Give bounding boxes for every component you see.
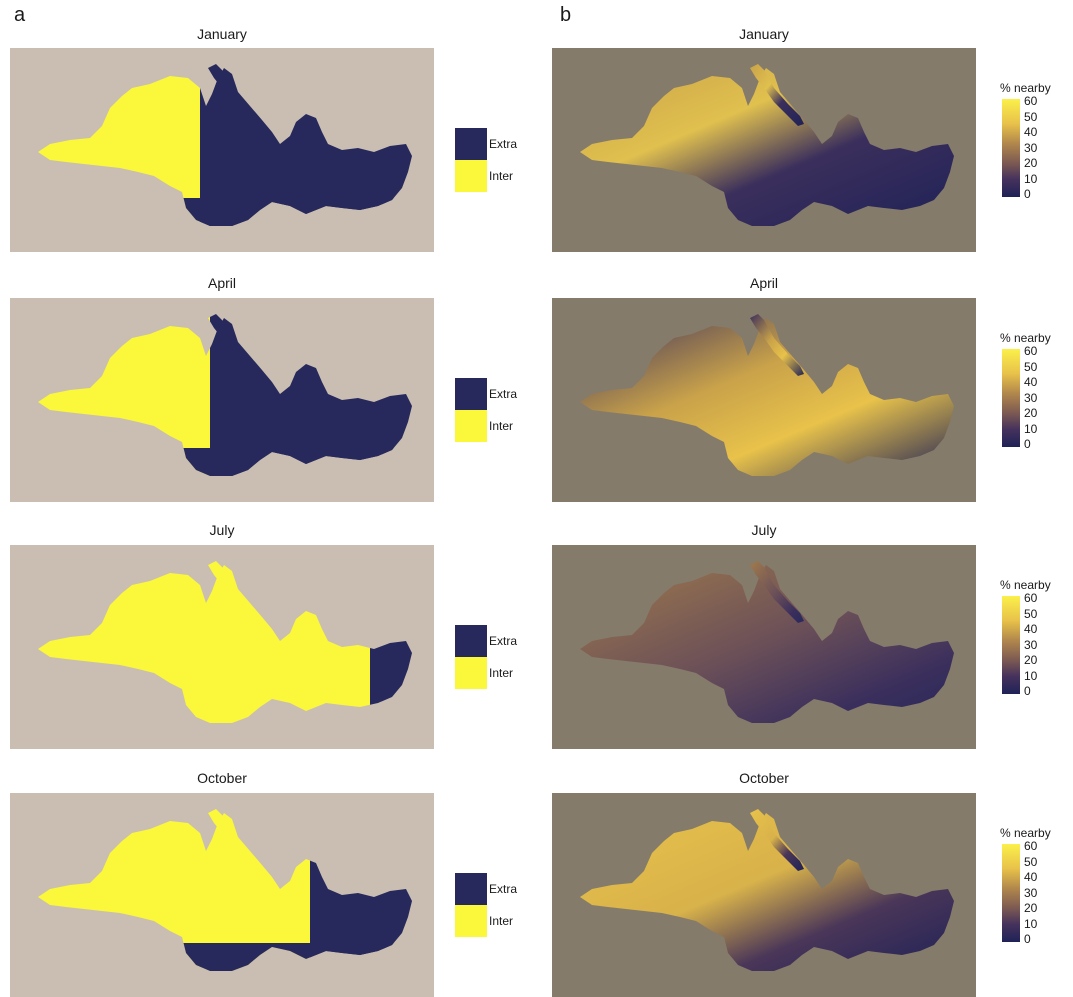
- legend-nearby-tick: 60: [1024, 591, 1038, 605]
- legend-swatch-inter: [455, 905, 487, 937]
- legend-nearby-tick: 40: [1024, 125, 1038, 139]
- legend-nearby-tick: 50: [1024, 854, 1038, 869]
- legend-label-inter: Inter: [489, 666, 514, 680]
- legend-nearby-tick: 60: [1024, 344, 1038, 358]
- map-title-a-1: April: [207, 275, 236, 291]
- panel-b-label: b: [560, 4, 572, 26]
- nearby-sea-field: [580, 565, 954, 723]
- legend-nearby-tick: 50: [1024, 109, 1038, 124]
- legend-nearby: % nearby 60 50 40 30 20 10 0: [1000, 81, 1060, 201]
- map-title-a-3: October: [197, 770, 247, 786]
- legend-nearby-tick: 10: [1024, 421, 1038, 436]
- nearby-adriatic-field: [750, 809, 804, 871]
- legend-nearby-tick: 20: [1024, 156, 1038, 170]
- legend-nearby-tick: 40: [1024, 622, 1038, 636]
- legend-label-inter: Inter: [489, 914, 514, 928]
- nearby-adriatic-field: [750, 561, 804, 623]
- legend-nearby-tick: 0: [1024, 437, 1031, 451]
- legend-nearby-colorbar: [1002, 99, 1020, 197]
- legend-nearby-tick: 30: [1024, 140, 1038, 155]
- nearby-sea-field: [580, 813, 954, 971]
- legend-nearby-tick: 0: [1024, 932, 1031, 946]
- legend-label-inter: Inter: [489, 169, 514, 183]
- map-regime-october: [10, 793, 434, 997]
- legend-nearby-tick: 0: [1024, 187, 1031, 201]
- nearby-adriatic-field: [750, 64, 804, 126]
- map-title-b-2: July: [751, 522, 777, 538]
- legend-nearby-colorbar: [1002, 844, 1020, 942]
- map-nearby-january: [552, 48, 976, 252]
- legend-nearby-tick: 10: [1024, 171, 1038, 186]
- legend-label-inter: Inter: [489, 419, 514, 433]
- legend-nearby-title: % nearby: [1000, 826, 1051, 840]
- map-regime-july: [10, 545, 434, 749]
- legend-nearby-title: % nearby: [1000, 331, 1051, 345]
- map-regime-svg: [10, 793, 434, 997]
- legend-label-extra: Extra: [489, 634, 518, 648]
- legend-swatch-extra: [455, 625, 487, 657]
- legend-nearby: % nearby 60 50 40 30 20 10 0: [1000, 578, 1060, 698]
- legend-swatch-inter: [455, 160, 487, 192]
- map-regime-january: [10, 48, 434, 252]
- legend-swatch-inter: [455, 657, 487, 689]
- legend-nearby-tick: 40: [1024, 870, 1038, 884]
- legend-label-extra: Extra: [489, 137, 518, 151]
- map-nearby-october: [552, 793, 976, 997]
- legend-nearby-tick: 60: [1024, 839, 1038, 853]
- map-title-a-0: January: [197, 26, 247, 42]
- map-regime-svg: [10, 48, 434, 252]
- panel-a-label: a: [14, 4, 26, 26]
- legend-nearby-colorbar: [1002, 349, 1020, 447]
- legend-swatch-extra: [455, 378, 487, 410]
- legend-label-extra: Extra: [489, 882, 518, 896]
- legend-nearby-tick: 20: [1024, 901, 1038, 915]
- legend-nearby: % nearby 60 50 40 30 20 10 0: [1000, 826, 1060, 946]
- legend-nearby-tick: 50: [1024, 359, 1038, 374]
- legend-nearby-tick: 40: [1024, 375, 1038, 389]
- map-regime-svg: [10, 298, 434, 502]
- map-title-b-0: January: [739, 26, 789, 42]
- legend-nearby-tick: 30: [1024, 885, 1038, 900]
- map-title-a-2: July: [209, 522, 235, 538]
- legend-nearby-tick: 50: [1024, 606, 1038, 621]
- legend-nearby-title: % nearby: [1000, 81, 1051, 95]
- legend-nearby-title: % nearby: [1000, 578, 1051, 592]
- nearby-adriatic-field: [750, 314, 804, 376]
- nearby-sea-field: [580, 68, 954, 226]
- map-regime-svg: [10, 545, 434, 749]
- legend-nearby-tick: 10: [1024, 668, 1038, 683]
- map-regime-april: [10, 298, 434, 502]
- map-nearby-july: [552, 545, 976, 749]
- legend-nearby-colorbar: [1002, 596, 1020, 694]
- legend-nearby-tick: 20: [1024, 406, 1038, 420]
- legend-swatch-extra: [455, 873, 487, 905]
- legend-nearby: % nearby 60 50 40 30 20 10 0: [1000, 331, 1060, 451]
- legend-nearby-tick: 20: [1024, 653, 1038, 667]
- map-nearby-april: [552, 298, 976, 502]
- map-title-b-1: April: [749, 275, 778, 291]
- legend-nearby-tick: 30: [1024, 637, 1038, 652]
- legend-swatch-extra: [455, 128, 487, 160]
- legend-label-extra: Extra: [489, 387, 518, 401]
- nearby-sea-field: [580, 318, 954, 476]
- legend-swatch-inter: [455, 410, 487, 442]
- legend-nearby-tick: 0: [1024, 684, 1031, 698]
- legend-nearby-tick: 60: [1024, 94, 1038, 108]
- legend-nearby-tick: 10: [1024, 916, 1038, 931]
- map-title-b-3: October: [739, 770, 789, 786]
- legend-nearby-tick: 30: [1024, 390, 1038, 405]
